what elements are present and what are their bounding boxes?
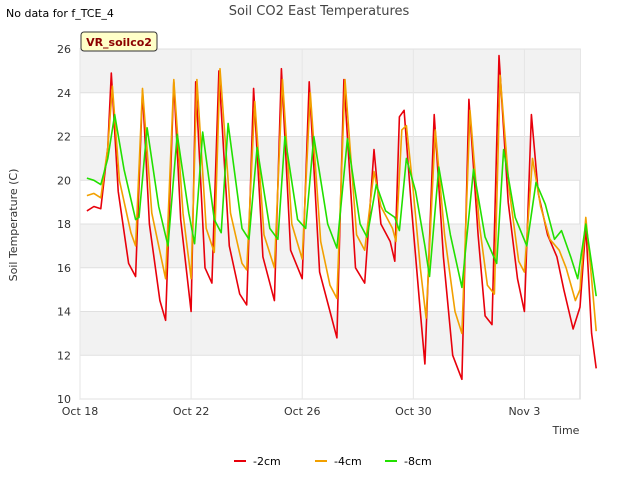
- x-tick-label: Oct 30: [395, 405, 432, 418]
- series-lines: [86, 54, 597, 381]
- y-tick-label: 20: [57, 174, 71, 187]
- x-tick-label: Nov 3: [508, 405, 540, 418]
- series-line-8cm: [86, 113, 597, 297]
- background-band: [80, 49, 580, 93]
- background-band: [80, 311, 580, 356]
- legend: -2cm -4cm -8cm: [234, 455, 432, 468]
- y-tick-label: 24: [57, 87, 71, 100]
- badge-label: VR_soilco2: [86, 36, 152, 49]
- x-tick-label: Oct 22: [173, 405, 210, 418]
- y-axis-label: Soil Temperature (C): [7, 169, 20, 282]
- y-tick-label: 18: [57, 218, 71, 231]
- y-tick-label: 16: [57, 262, 71, 275]
- y-tick-label: 14: [57, 306, 71, 319]
- no-data-notice: No data for f_TCE_4: [6, 7, 114, 20]
- legend-label: -2cm: [253, 455, 281, 468]
- y-tick-label: 22: [57, 131, 71, 144]
- x-axis-label: Time: [552, 424, 580, 437]
- y-tick-label: 12: [57, 349, 71, 362]
- series-line-2cm: [86, 54, 597, 381]
- legend-label: -8cm: [404, 455, 432, 468]
- legend-label: -4cm: [334, 455, 362, 468]
- chart-title: Soil CO2 East Temperatures: [229, 4, 410, 19]
- x-tick-label: Oct 18: [62, 405, 99, 418]
- y-axis-ticks: 10 12 14 16 18 20 22 24 26: [57, 43, 71, 406]
- badge: VR_soilco2: [80, 31, 158, 52]
- x-tick-label: Oct 26: [284, 405, 321, 418]
- x-axis-ticks: Oct 18 Oct 22 Oct 26 Oct 30 Nov 3: [62, 405, 541, 418]
- y-tick-label: 10: [57, 393, 71, 406]
- badge-box: [80, 31, 158, 52]
- y-tick-label: 26: [57, 43, 71, 56]
